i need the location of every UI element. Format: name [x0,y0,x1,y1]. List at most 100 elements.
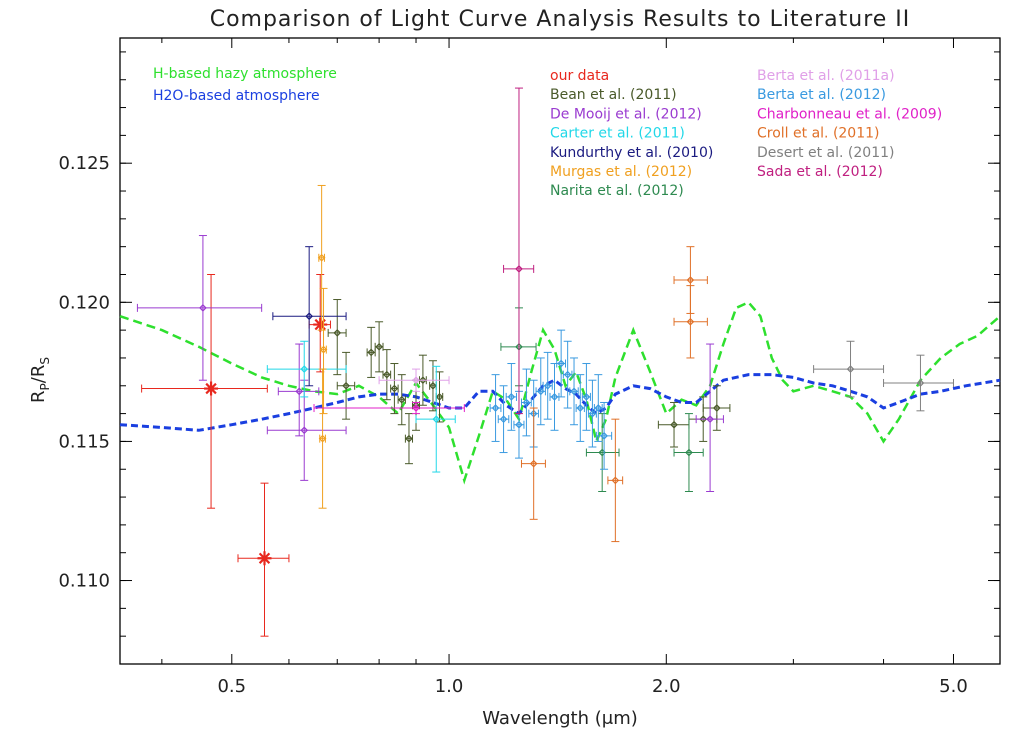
data-point [712,404,721,412]
legend-model-entry: H2O-based atmosphere [153,88,320,104]
data-point [846,365,855,373]
y-label-r: R [28,390,49,403]
data-point [429,381,437,390]
data-point [382,370,391,379]
legend-entry: Murgas et al. (2012) [550,164,692,180]
data-point [685,448,693,457]
data-point [199,304,207,312]
legend-entry: Narita et al. (2012) [550,183,684,199]
y-tick-label: 0.120 [58,292,110,313]
data-point [563,370,572,379]
series-group [378,368,450,392]
data-point [670,420,678,429]
data-point [515,265,523,273]
data-point [435,393,444,401]
data-point [397,395,406,404]
data-point [333,329,342,337]
data-point [536,387,545,396]
x-tick-label: 0.5 [217,676,246,697]
data-point [491,404,500,412]
y-axis-label: RP/RS [28,357,52,403]
x-axis-label: Wavelength (μm) [482,708,638,729]
data-point [543,381,552,390]
chart-title: Comparison of Light Curve Analysis Resul… [210,7,911,32]
series-group [141,273,331,637]
data-point [432,415,441,424]
data-point-star [313,317,328,332]
data-point [412,404,420,412]
data-point [317,253,326,262]
legend-entry: Desert et al. (2011) [757,145,894,161]
series-group [503,87,535,415]
legend-entry: Charbonneau et al. (2009) [757,106,942,122]
series-group [266,340,456,473]
data-point [305,312,314,321]
data-point [342,381,350,390]
data-point [319,345,328,354]
data-point [529,459,538,468]
model-curves [119,300,1001,485]
legend-entry: our data [550,68,609,84]
x-tick-label: 2.0 [652,676,681,697]
data-point [600,432,608,440]
legend-entry: Sada et al. (2012) [757,164,883,180]
data-point [507,393,516,401]
data-point [576,404,585,412]
legend-entry: Kundurthy et al. (2010) [550,145,713,161]
series-group [272,246,347,387]
data-point [300,426,309,435]
data-point [295,387,304,396]
legend-entry: De Mooij et al. (2012) [550,106,702,122]
data-point [582,393,591,401]
series-group [520,246,708,543]
data-point [557,359,565,368]
y-label-sub-p: P [38,383,52,390]
legend-entry: Croll et al. (2011) [757,126,880,142]
data-points [136,87,954,637]
data-point [611,476,620,485]
legend-entry: Carter et al. (2011) [550,126,685,142]
axis-ticks: 0.5 1.0 2.0 5.0 0.110 0.115 0.120 0.125 [58,38,1000,697]
data-point [594,404,603,412]
data-point [686,317,695,326]
data-point [706,415,714,424]
series-group [313,401,465,415]
data-point [412,376,420,385]
legend-entry: Berta et al. (2011a) [757,68,895,84]
y-tick-label: 0.110 [58,571,110,592]
data-point-star [204,381,219,396]
data-point [300,365,309,373]
series-group [813,340,954,412]
model-curve-h2o [119,373,1001,432]
x-tick-label: 5.0 [939,676,968,697]
series-group [489,329,613,470]
model-curve-h-hazy [119,300,1001,485]
y-label-slash-r: /R [28,365,49,384]
data-point [390,384,399,393]
data-point [405,434,413,443]
data-point [686,276,695,284]
y-tick-label: 0.115 [58,431,110,452]
data-point [375,342,383,351]
data-point [699,415,708,424]
legend: H-based hazy atmosphere H2O-based atmosph… [153,66,942,199]
data-point [367,348,376,357]
data-point [916,379,925,387]
x-tick-label: 1.0 [435,676,464,697]
data-point [588,409,597,418]
data-point [522,398,531,407]
series-group [317,184,328,509]
series-group [136,235,724,493]
y-label-sub-s: S [38,357,52,365]
data-point-star [257,551,272,566]
data-point [499,415,508,424]
data-point [515,420,523,429]
data-point [318,434,327,443]
data-point [570,387,578,396]
legend-model-entry: H-based hazy atmosphere [153,66,337,82]
legend-entry: Bean et al. (2011) [550,87,677,103]
data-point [550,393,559,401]
data-point [419,376,427,385]
